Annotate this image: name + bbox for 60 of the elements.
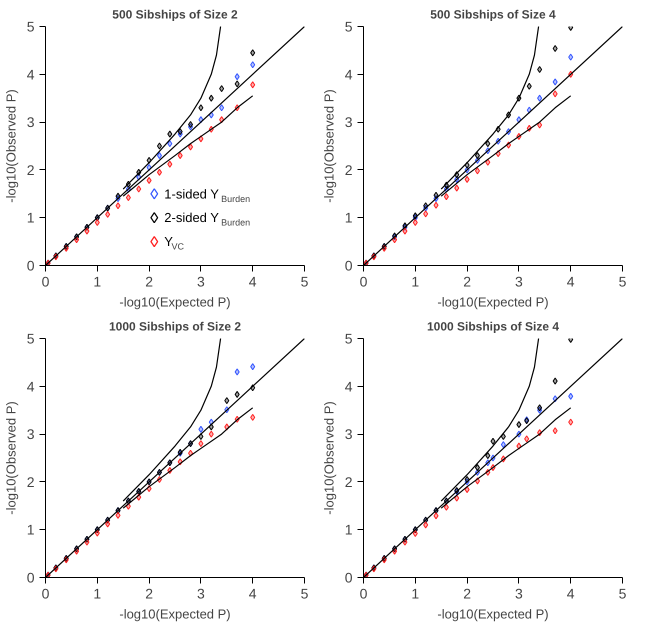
x-tick-label: 3 bbox=[515, 586, 524, 602]
x-tick-label: 1 bbox=[411, 274, 420, 290]
x-axis-title: -log10(Expected P) bbox=[119, 294, 231, 310]
y-tick-label: 3 bbox=[26, 114, 35, 130]
x-tick-label: 2 bbox=[145, 274, 154, 290]
y-axis-title: -log10(Observed P) bbox=[4, 401, 19, 515]
y-axis-title: -log10(Observed P) bbox=[322, 89, 337, 203]
x-tick-label: 3 bbox=[197, 586, 206, 602]
x-tick-label: 4 bbox=[248, 586, 257, 602]
y-axis-title: -log10(Observed P) bbox=[322, 401, 337, 515]
y-tick-label: 2 bbox=[26, 162, 35, 178]
x-tick-label: 0 bbox=[360, 586, 368, 602]
chart-title: 500 Sibships of Size 2 bbox=[112, 8, 238, 22]
x-tick-label: 0 bbox=[42, 274, 50, 290]
y-tick-label: 4 bbox=[26, 378, 35, 394]
y-tick-label: 2 bbox=[344, 162, 353, 178]
x-tick-label: 2 bbox=[463, 586, 472, 602]
y-tick-label: 3 bbox=[344, 426, 353, 442]
x-tick-label: 4 bbox=[566, 586, 575, 602]
x-tick-label: 0 bbox=[360, 274, 368, 290]
y-tick-label: 1 bbox=[26, 522, 35, 538]
chart-title: 1000 Sibships of Size 4 bbox=[426, 320, 560, 334]
x-tick-label: 1 bbox=[93, 586, 102, 602]
y-tick-label: 4 bbox=[344, 66, 353, 82]
y-tick-label: 0 bbox=[26, 258, 35, 274]
x-tick-label: 0 bbox=[42, 586, 50, 602]
chart-title: 1000 Sibships of Size 2 bbox=[108, 320, 242, 334]
x-tick-label: 2 bbox=[145, 586, 154, 602]
y-tick-label: 1 bbox=[344, 210, 353, 226]
x-tick-label: 3 bbox=[197, 274, 206, 290]
x-tick-label: 4 bbox=[248, 274, 257, 290]
x-axis-title: -log10(Expected P) bbox=[119, 606, 231, 622]
y-axis-title: -log10(Observed P) bbox=[4, 89, 19, 203]
x-tick-label: 2 bbox=[463, 274, 472, 290]
y-tick-label: 0 bbox=[26, 570, 35, 586]
y-tick-label: 5 bbox=[344, 330, 353, 346]
y-tick-label: 5 bbox=[26, 330, 35, 346]
y-tick-label: 3 bbox=[26, 426, 35, 442]
x-tick-label: 5 bbox=[618, 274, 627, 290]
x-tick-label: 1 bbox=[93, 274, 102, 290]
y-tick-label: 5 bbox=[344, 18, 353, 34]
x-tick-label: 5 bbox=[618, 586, 627, 602]
x-tick-label: 3 bbox=[515, 274, 524, 290]
y-tick-label: 1 bbox=[344, 522, 353, 538]
y-tick-label: 3 bbox=[344, 114, 353, 130]
y-tick-label: 4 bbox=[344, 378, 353, 394]
x-axis-title: -log10(Expected P) bbox=[437, 294, 549, 310]
chart-title: 500 Sibships of Size 4 bbox=[430, 8, 556, 22]
x-tick-label: 5 bbox=[300, 274, 309, 290]
y-tick-label: 2 bbox=[26, 474, 35, 490]
x-tick-label: 4 bbox=[566, 274, 575, 290]
x-axis-title: -log10(Expected P) bbox=[437, 606, 549, 622]
x-tick-label: 1 bbox=[411, 586, 420, 602]
y-tick-label: 0 bbox=[344, 258, 353, 274]
x-tick-label: 5 bbox=[300, 586, 309, 602]
y-tick-label: 4 bbox=[26, 66, 35, 82]
y-tick-label: 1 bbox=[26, 210, 35, 226]
y-tick-label: 5 bbox=[26, 18, 35, 34]
y-tick-label: 2 bbox=[344, 474, 353, 490]
y-tick-label: 0 bbox=[344, 570, 353, 586]
